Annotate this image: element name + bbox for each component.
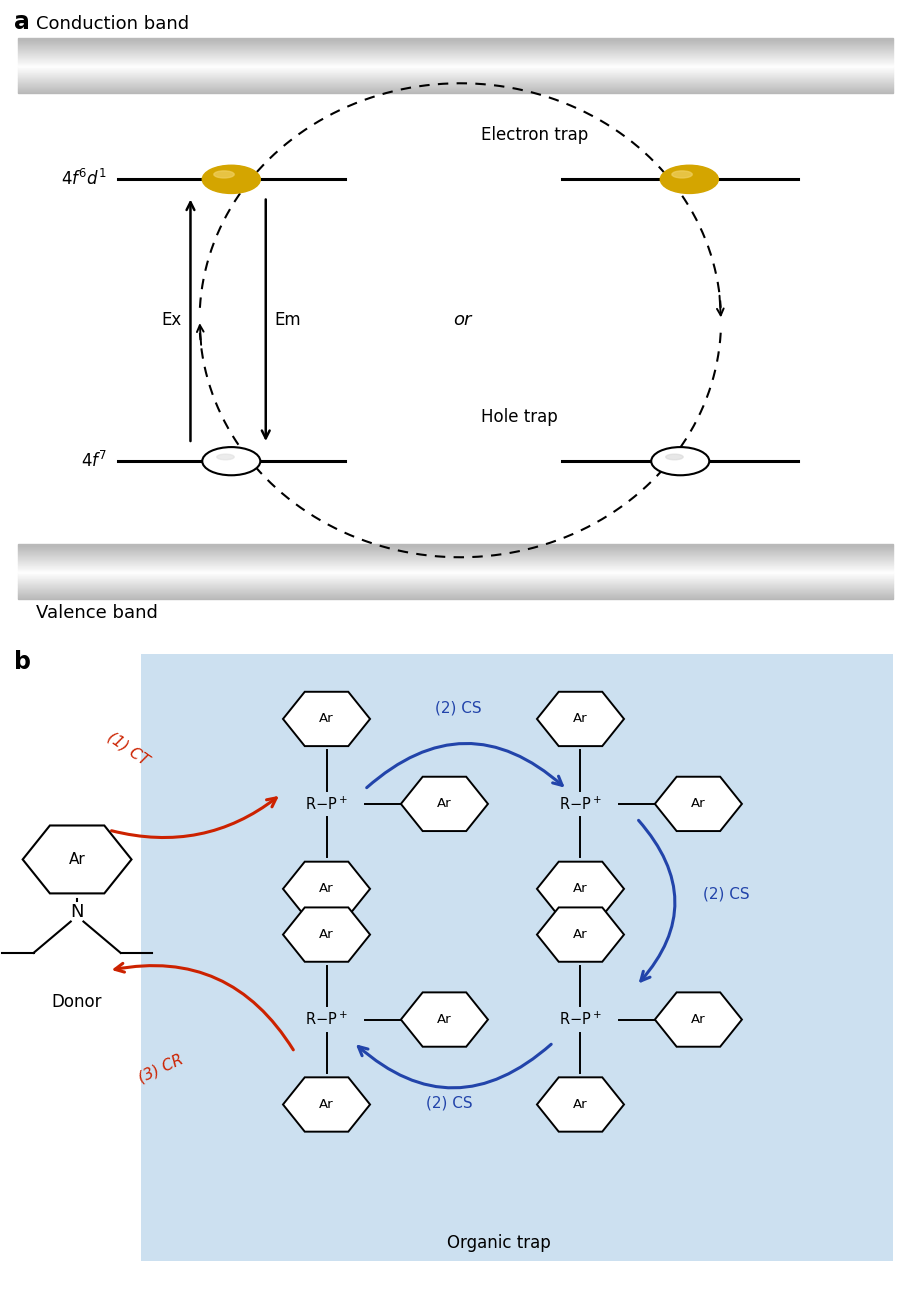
Polygon shape — [655, 776, 742, 831]
Ellipse shape — [202, 448, 260, 475]
FancyBboxPatch shape — [141, 653, 893, 1262]
Ellipse shape — [217, 454, 234, 459]
Text: Ar: Ar — [573, 883, 588, 895]
Polygon shape — [401, 776, 488, 831]
Text: R$-$P$^+$: R$-$P$^+$ — [559, 1011, 602, 1029]
Polygon shape — [537, 692, 624, 747]
Text: b: b — [14, 651, 31, 674]
Text: N: N — [71, 903, 83, 921]
Ellipse shape — [214, 171, 234, 179]
Ellipse shape — [651, 448, 709, 475]
Text: Ar: Ar — [69, 851, 85, 867]
Ellipse shape — [660, 166, 718, 193]
Text: Electron trap: Electron trap — [481, 126, 588, 144]
Polygon shape — [283, 1078, 370, 1132]
Polygon shape — [655, 992, 742, 1047]
Text: R$-$P$^+$: R$-$P$^+$ — [559, 796, 602, 813]
Text: Ar: Ar — [319, 1099, 334, 1112]
Text: R$-$P$^+$: R$-$P$^+$ — [305, 1011, 348, 1029]
Text: Ar: Ar — [319, 928, 334, 941]
Text: (2) CS: (2) CS — [426, 1096, 473, 1110]
Text: Ar: Ar — [573, 928, 588, 941]
Text: or: or — [454, 312, 472, 329]
Text: Ar: Ar — [573, 713, 588, 726]
Text: Ar: Ar — [437, 1013, 452, 1026]
Text: $4f^6d^1$: $4f^6d^1$ — [61, 170, 107, 189]
Text: Conduction band: Conduction band — [36, 16, 190, 34]
Polygon shape — [537, 1078, 624, 1132]
Ellipse shape — [672, 171, 692, 179]
Ellipse shape — [666, 454, 683, 459]
Text: $4f^7$: $4f^7$ — [81, 452, 107, 471]
Text: a: a — [14, 9, 30, 34]
Text: Organic trap: Organic trap — [447, 1233, 551, 1251]
Text: R$-$P$^+$: R$-$P$^+$ — [305, 796, 348, 813]
Text: Ar: Ar — [437, 797, 452, 810]
Text: (2) CS: (2) CS — [703, 886, 749, 902]
Text: Ex: Ex — [161, 312, 181, 329]
Text: Valence band: Valence band — [36, 604, 158, 622]
Polygon shape — [283, 692, 370, 747]
Polygon shape — [537, 862, 624, 916]
Text: (1) CT: (1) CT — [104, 729, 151, 767]
Text: Ar: Ar — [691, 1013, 706, 1026]
Polygon shape — [537, 907, 624, 961]
Text: Ar: Ar — [691, 797, 706, 810]
Polygon shape — [23, 826, 132, 893]
Text: Em: Em — [275, 312, 301, 329]
Text: (2) CS: (2) CS — [435, 700, 482, 716]
Polygon shape — [283, 862, 370, 916]
Text: Ar: Ar — [319, 883, 334, 895]
Text: Ar: Ar — [319, 713, 334, 726]
Polygon shape — [283, 907, 370, 961]
Text: (3) CR: (3) CR — [136, 1052, 186, 1086]
Text: Hole trap: Hole trap — [481, 408, 558, 426]
Text: Donor: Donor — [52, 994, 102, 1012]
Polygon shape — [401, 992, 488, 1047]
Text: Ar: Ar — [573, 1099, 588, 1112]
Ellipse shape — [202, 166, 260, 193]
